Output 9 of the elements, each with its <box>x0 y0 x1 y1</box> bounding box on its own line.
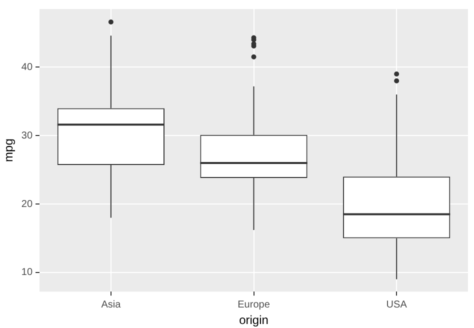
x-axis-title: origin <box>239 313 268 328</box>
y-axis-title: mpg <box>2 138 16 162</box>
y-tick-label: 20 <box>21 198 33 210</box>
x-tick-label: Europe <box>238 299 270 310</box>
y-tick-label: 40 <box>21 62 33 73</box>
y-tick-label: 30 <box>21 130 33 142</box>
x-tick-label: Asia <box>101 299 122 310</box>
x-tick-label: USA <box>386 299 408 310</box>
y-tick-label: 10 <box>21 267 33 278</box>
